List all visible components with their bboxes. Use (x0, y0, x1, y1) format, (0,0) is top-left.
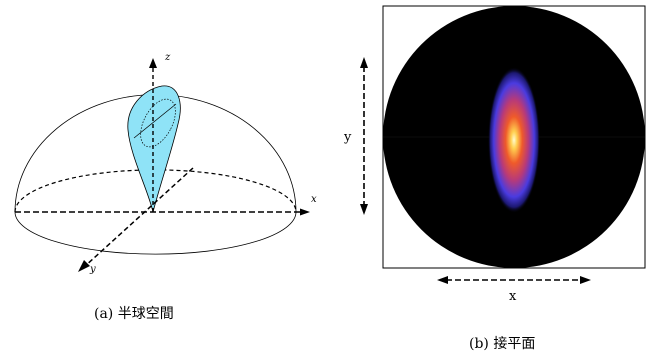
y-axis-label: y (89, 264, 96, 275)
lobe-axis (133, 103, 177, 139)
x-dimension-arrow-left (437, 276, 448, 284)
y-dimension-arrow-top (360, 57, 368, 68)
tangent-plane-diagram: y x (343, 5, 646, 304)
hemisphere-diagram: z x y (14, 52, 317, 275)
z-axis-label: z (164, 52, 171, 63)
x-axis-arrowhead (300, 208, 310, 216)
x-dimension-arrow-right (580, 276, 591, 284)
reflection-lobe (127, 85, 181, 213)
base-ellipse-back (14, 169, 297, 213)
y-axis (82, 167, 194, 269)
z-axis-arrowhead (149, 58, 157, 68)
intensity-glow (488, 67, 540, 213)
x-axis-label: x (311, 194, 317, 205)
x-dimension-label: x (509, 289, 517, 304)
y-dimension-label: y (343, 130, 352, 145)
y-dimension-arrow-bottom (360, 204, 368, 215)
base-ellipse-front (14, 211, 297, 255)
y-axis-arrowhead (78, 260, 90, 272)
caption-a: (a) 半球空間 (94, 306, 174, 322)
caption-b: (b) 接平面 (469, 335, 535, 352)
lobe-cross-section (140, 98, 176, 148)
